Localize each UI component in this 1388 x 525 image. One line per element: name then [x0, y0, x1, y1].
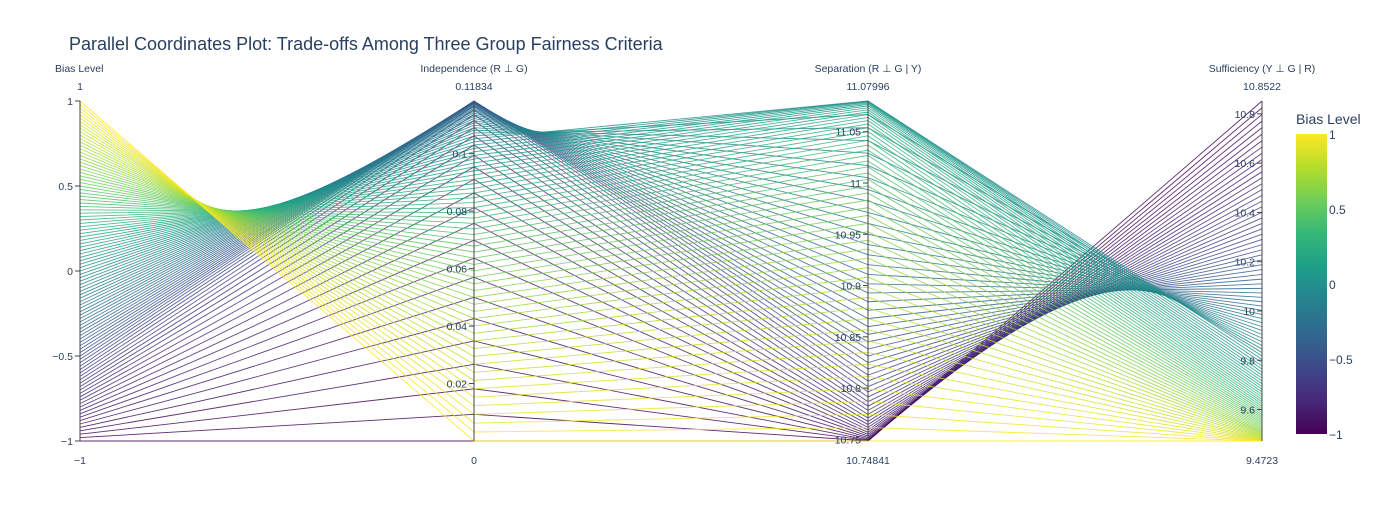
colorbar-tick-label: 0	[1329, 278, 1336, 292]
data-line	[79, 144, 1263, 407]
tick-label: 9.8	[1240, 355, 1255, 367]
colorbar-title: Bias Level	[1296, 111, 1361, 127]
axis-0: Bias Level 1 −1−1 −0.5 0 0.5 1	[52, 63, 103, 467]
tick-label: 10.2	[1235, 257, 1256, 269]
axes-layer: Bias Level 1 −1−1 −0.5 0 0.5 1 Independence (R …	[52, 63, 1315, 467]
data-line	[79, 127, 1263, 398]
tick-label: 10.4	[1235, 207, 1256, 219]
data-line	[79, 117, 1263, 441]
data-line	[79, 165, 1263, 430]
polylines-layer	[79, 100, 1263, 442]
colorbar-tick-label: −1	[1329, 428, 1343, 442]
tick-label: 11.05	[836, 127, 862, 139]
colorbar-tick-label: 0.5	[1329, 203, 1346, 217]
tick-label: 0.06	[447, 264, 468, 276]
tick-label: 0.02	[447, 379, 468, 391]
axis-range-max-label: 11.07996	[846, 81, 889, 93]
data-line	[79, 154, 1263, 411]
data-line	[79, 110, 1263, 442]
colorbar-ticks: 1 0.5 0 −0.5 −1	[1329, 128, 1353, 442]
tick-label: 0.1	[452, 149, 467, 161]
axis-range-min-label: −1	[74, 455, 86, 467]
data-line	[79, 172, 1263, 417]
data-line	[79, 124, 1263, 440]
tick-label: 0	[67, 266, 73, 278]
axis-range-min-label: 9.4723	[1246, 455, 1278, 467]
data-line	[79, 114, 1263, 441]
data-line	[79, 107, 1263, 442]
data-line	[79, 175, 1263, 425]
colorbar-gradient	[1296, 134, 1327, 434]
tick-label: 10.85	[835, 332, 861, 344]
axis-3: Sufficiency (Y ⊥ G | R) 10.8522 9.4723 9.6 9…	[1209, 63, 1316, 467]
data-line	[79, 182, 1263, 422]
tick-label: 10.95	[835, 229, 861, 241]
data-line	[79, 148, 1263, 435]
data-line	[79, 144, 1263, 436]
axis-range-max-label: 10.8522	[1243, 81, 1281, 93]
axis-range-max-label: 0.11834	[455, 81, 492, 93]
data-line	[79, 158, 1263, 432]
data-line	[79, 178, 1263, 424]
data-line	[79, 107, 1263, 442]
data-line	[79, 116, 1263, 390]
data-line	[79, 120, 1263, 393]
tick-label: 10.75	[835, 434, 861, 446]
axis-title: Independence (R ⊥ G)	[420, 63, 527, 75]
tick-label: 0.04	[447, 321, 468, 333]
data-line	[79, 151, 1263, 434]
data-line	[79, 154, 1263, 433]
data-line	[79, 168, 1263, 428]
axis-title: Separation (R ⊥ G | Y)	[815, 63, 922, 75]
axis-range-max-label: 1	[77, 81, 83, 93]
tick-label: −1	[61, 436, 73, 448]
data-line	[79, 131, 1263, 439]
data-line	[79, 134, 1263, 439]
data-line	[79, 123, 1263, 395]
data-line	[79, 185, 1263, 421]
data-line	[79, 178, 1263, 419]
tick-label: 10.8	[1235, 109, 1256, 121]
colorbar-tick-label: 1	[1329, 128, 1336, 142]
data-line	[79, 160, 1263, 413]
data-line	[79, 100, 1262, 442]
tick-label: 11	[850, 178, 861, 190]
data-line	[79, 161, 1263, 431]
axis-range-min-label: 10.74841	[846, 455, 890, 467]
axis-title: Bias Level	[55, 63, 103, 75]
tick-label: 10.6	[1235, 158, 1256, 170]
chart-title: Parallel Coordinates Plot: Trade-offs Am…	[69, 34, 664, 54]
colorbar-tick-label: −0.5	[1329, 353, 1353, 367]
data-line	[79, 171, 1263, 427]
tick-label: 0.5	[58, 181, 73, 193]
data-line	[79, 121, 1263, 441]
tick-label: 0.08	[447, 206, 468, 218]
tick-label: 10.8	[841, 383, 862, 395]
data-line	[79, 104, 1263, 442]
data-line	[79, 139, 1263, 405]
tick-label: 1	[67, 96, 73, 108]
tick-label: 10.9	[841, 281, 862, 293]
data-line	[79, 131, 1263, 400]
data-line	[79, 149, 1263, 409]
tick-label: 9.6	[1240, 405, 1255, 417]
axis-range-min-label: 0	[471, 455, 477, 467]
data-line	[79, 127, 1263, 440]
data-line	[79, 141, 1263, 437]
data-line	[79, 135, 1263, 403]
data-line	[79, 138, 1263, 438]
tick-label: −0.5	[52, 351, 73, 363]
axis-title: Sufficiency (Y ⊥ G | R)	[1209, 63, 1316, 75]
axis-2: Separation (R ⊥ G | Y) 11.07996 10.74841 10…	[815, 63, 922, 467]
colorbar: Bias Level 1 0.5 0 −0.5 −1	[1296, 111, 1361, 442]
axis-1: Independence (R ⊥ G) 0.11834 0 0.02 0.04 0.06…	[420, 63, 527, 467]
data-line	[79, 166, 1263, 415]
tick-label: 10	[1243, 306, 1255, 318]
